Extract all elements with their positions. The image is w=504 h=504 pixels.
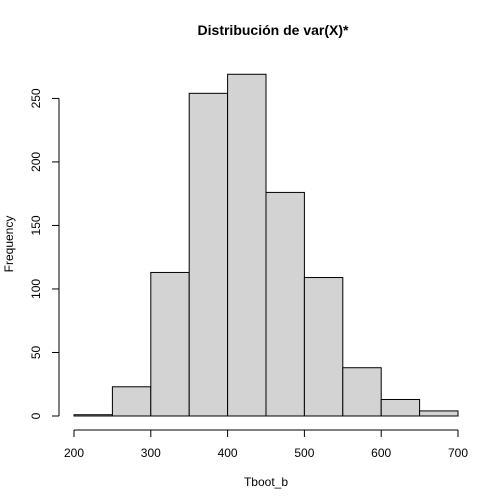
y-tick-label: 250	[29, 88, 43, 108]
x-tick-label: 600	[371, 446, 391, 460]
histogram-bar-9	[380, 398, 421, 417]
y-tick-label: 0	[29, 412, 43, 419]
histogram-bar-6	[265, 191, 305, 417]
y-tick-label: 100	[29, 279, 43, 299]
histogram-bar-10	[419, 410, 459, 417]
y-axis-label: Frequency	[2, 216, 16, 273]
x-tick-label: 200	[64, 446, 84, 460]
histogram-bar-2	[111, 386, 152, 417]
x-tick-label: 700	[448, 446, 468, 460]
y-tick-label: 50	[29, 345, 43, 359]
histogram-bar-8	[342, 367, 382, 417]
histogram-bar-1	[73, 414, 113, 417]
x-tick-label: 400	[218, 446, 238, 460]
x-tick-label: 500	[294, 446, 314, 460]
chart-title: Distribución de var(X)*	[198, 22, 349, 38]
bars-group	[73, 73, 459, 417]
y-tick-label: 150	[29, 215, 43, 235]
y-axis: 0 50 100 150 200 250	[29, 88, 60, 419]
x-axis-label: Tboot_b	[244, 475, 288, 489]
x-tick-label: 300	[141, 446, 161, 460]
histogram-bar-7	[303, 277, 344, 417]
histogram-bar-4	[188, 92, 229, 417]
y-tick-label: 200	[29, 152, 43, 172]
histogram-bar-3	[150, 271, 190, 417]
x-axis: 200 300 400 500 600 700	[64, 429, 468, 460]
histogram-bar-5	[227, 73, 267, 417]
